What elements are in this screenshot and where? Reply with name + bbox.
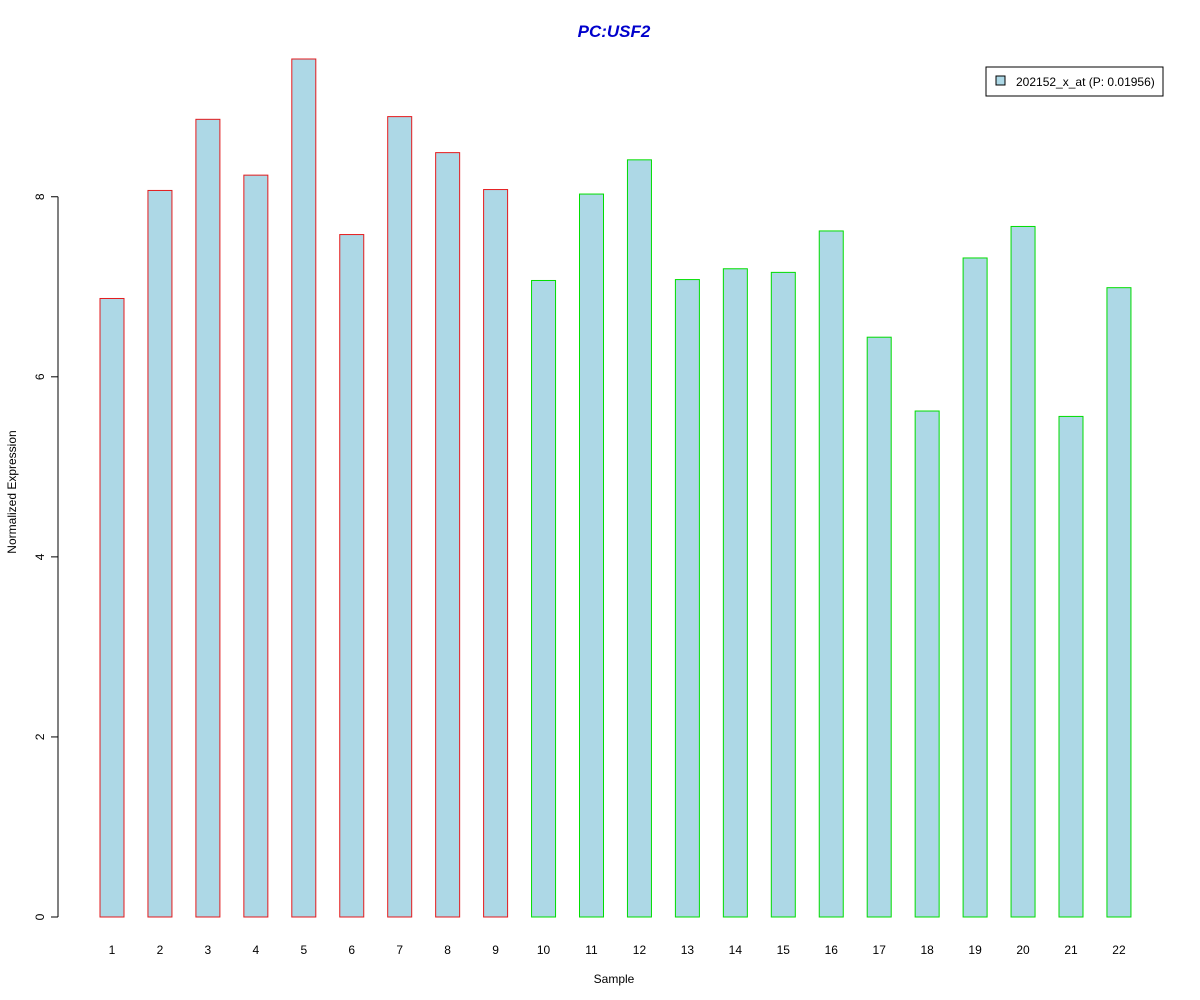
x-tick-label-22: 22 bbox=[1112, 943, 1126, 957]
bar-8 bbox=[435, 152, 461, 918]
x-tick-label-19: 19 bbox=[968, 943, 982, 957]
bar-20 bbox=[1010, 225, 1036, 918]
x-tick-label-17: 17 bbox=[873, 943, 887, 957]
x-tick-label-12: 12 bbox=[633, 943, 647, 957]
x-tick-label-5: 5 bbox=[300, 943, 307, 957]
x-tick-label-2: 2 bbox=[157, 943, 164, 957]
bar-2 bbox=[147, 189, 173, 918]
y-axis: 0 2 4 6 8 bbox=[33, 193, 59, 920]
bar-5 bbox=[291, 58, 317, 918]
bar-1 bbox=[99, 297, 125, 918]
y-tick-label: 2 bbox=[33, 733, 47, 740]
legend-swatch bbox=[995, 75, 1006, 86]
x-axis-label: Sample bbox=[594, 972, 635, 986]
x-tick-label-9: 9 bbox=[492, 943, 499, 957]
bar-16 bbox=[818, 230, 844, 918]
x-tick-label-20: 20 bbox=[1016, 943, 1030, 957]
x-tick-label-13: 13 bbox=[681, 943, 695, 957]
bar-22 bbox=[1106, 287, 1132, 918]
x-tick-label-8: 8 bbox=[444, 943, 451, 957]
y-axis-label: Normalized Expression bbox=[5, 430, 19, 553]
bar-19 bbox=[962, 257, 988, 918]
bar-17 bbox=[866, 336, 892, 918]
x-tick-label-3: 3 bbox=[205, 943, 212, 957]
bar-21 bbox=[1058, 415, 1084, 918]
x-tick-label-11: 11 bbox=[585, 943, 598, 957]
bar-13 bbox=[674, 279, 700, 918]
x-tick-label-14: 14 bbox=[729, 943, 743, 957]
bar-6 bbox=[339, 234, 365, 918]
x-tick-label-4: 4 bbox=[253, 943, 260, 957]
x-tick-label-15: 15 bbox=[777, 943, 791, 957]
bar-9 bbox=[483, 189, 509, 918]
chart-title: PC:USF2 bbox=[578, 22, 651, 41]
bar-10 bbox=[531, 279, 557, 918]
x-tick-label-1: 1 bbox=[109, 943, 116, 957]
legend-label: 202152_x_at (P: 0.01956) bbox=[1016, 75, 1155, 89]
x-tick-label-10: 10 bbox=[537, 943, 551, 957]
bar-14 bbox=[722, 268, 748, 918]
bar-18 bbox=[914, 410, 940, 918]
bar-7 bbox=[387, 116, 413, 918]
x-tick-label-21: 21 bbox=[1064, 943, 1078, 957]
bar-15 bbox=[770, 271, 796, 918]
x-tick-label-6: 6 bbox=[348, 943, 355, 957]
legend-box bbox=[985, 66, 1164, 97]
bars bbox=[99, 58, 1132, 918]
y-tick-label: 0 bbox=[33, 913, 47, 920]
legend: 202152_x_at (P: 0.01956) bbox=[985, 66, 1164, 97]
bar-3 bbox=[195, 118, 221, 918]
bar-11 bbox=[579, 193, 604, 918]
y-tick-label: 8 bbox=[33, 193, 47, 200]
bar-4 bbox=[243, 174, 269, 918]
y-tick-label: 6 bbox=[33, 373, 47, 380]
y-tick-label: 4 bbox=[33, 553, 47, 560]
x-tick-label-16: 16 bbox=[825, 943, 839, 957]
x-tick-labels: 1 2 3 4 5 6 7 8 9 10 11 12 13 14 15 16 17 18 19 20 21 22 bbox=[109, 943, 1126, 957]
x-tick-label-7: 7 bbox=[396, 943, 403, 957]
bar-12 bbox=[626, 159, 652, 918]
x-tick-label-18: 18 bbox=[920, 943, 934, 957]
